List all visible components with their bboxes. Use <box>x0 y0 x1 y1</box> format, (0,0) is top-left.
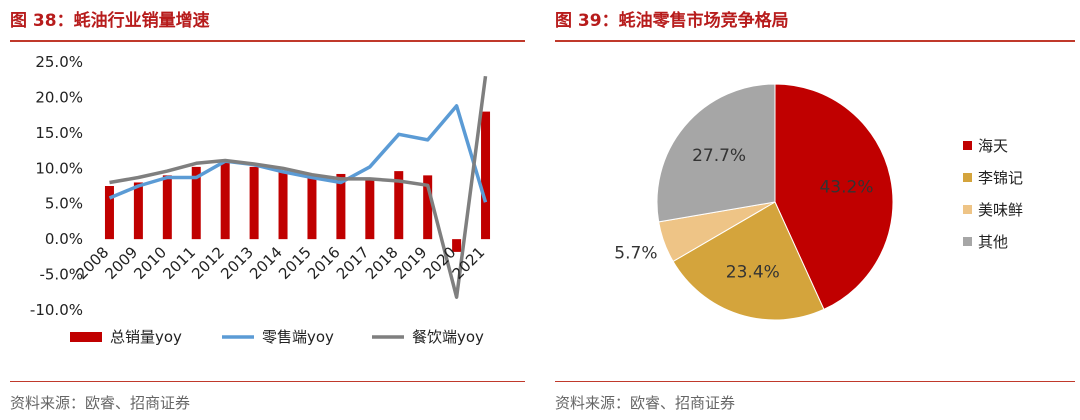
pie-legend-swatch <box>963 173 972 182</box>
x-tick-label: 2011 <box>159 243 199 283</box>
line-catering-yoy <box>109 75 488 299</box>
y-tick-label: 0.0% <box>45 230 83 248</box>
left-footer-rule <box>10 381 525 382</box>
bar-total-sales <box>249 166 259 240</box>
right-footer-rule <box>555 381 1075 382</box>
bar-total-sales <box>481 111 491 240</box>
legend-swatch-total-sales <box>70 332 102 342</box>
pie-value-label: 5.7% <box>614 244 657 264</box>
x-tick-label: 2008 <box>73 243 113 283</box>
line-retail-yoy <box>108 104 488 203</box>
bar-total-sales <box>191 166 201 240</box>
x-tick-label: 2018 <box>362 243 402 283</box>
bar-total-sales <box>220 161 230 240</box>
sales-growth-combo-chart: -10.0% -5.0% 0.0% 5.0% 10.0% 15.0% 20.0% 25.0% 2… <box>30 53 491 346</box>
bar-total-sales <box>336 173 346 240</box>
x-tick-label: 2012 <box>188 243 228 283</box>
bar-total-sales <box>162 175 172 240</box>
bar-total-sales <box>278 171 288 240</box>
legend-label: 餐饮端yoy <box>412 328 484 346</box>
left-title-rule <box>10 40 525 42</box>
x-tick-label: 2017 <box>333 243 373 283</box>
pie-value-label: 43.2% <box>819 178 873 198</box>
pie-legend-swatch <box>963 141 972 150</box>
left-figure-panel: 图 38：蚝油行业销量增速 -10.0% -5.0% 0.0% 5.0% 10.0% 15… <box>0 0 530 420</box>
y-tick-label: 25.0% <box>35 53 83 71</box>
x-tick-label: 2010 <box>130 243 170 283</box>
y-tick-label: 10.0% <box>35 159 83 177</box>
x-tick-label: 2019 <box>391 243 431 283</box>
bar-total-sales <box>365 177 375 240</box>
pie-legend-label: 李锦记 <box>978 169 1023 187</box>
x-tick-label: 2015 <box>275 243 315 283</box>
right-figure-panel: 图 39：蚝油零售市场竞争格局 43.2% 23.4% 5.7% 27.7% 海天李锦记… <box>545 0 1080 420</box>
pie-legend-label: 其他 <box>978 233 1008 251</box>
y-tick-label: -10.0% <box>30 301 83 319</box>
x-tick-label: 2014 <box>246 243 286 283</box>
y-tick-label: 20.0% <box>35 88 83 106</box>
left-source-note: 资料来源：欧睿、招商证券 <box>10 394 191 412</box>
pie-legend-swatch <box>963 237 972 246</box>
bar-total-sales <box>452 239 462 252</box>
bar-total-sales <box>133 182 143 240</box>
left-figure-title: 图 38：蚝油行业销量增速 <box>10 11 210 31</box>
bar-total-sales <box>307 175 317 240</box>
pie-legend-swatch <box>963 205 972 214</box>
x-tick-label: 2016 <box>304 243 344 283</box>
right-figure-title: 图 39：蚝油零售市场竞争格局 <box>555 11 789 31</box>
x-tick-label: 2009 <box>101 243 141 283</box>
legend-label: 总销量yoy <box>110 328 182 346</box>
x-tick-label: 2013 <box>217 243 257 283</box>
pie-legend-label: 美味鲜 <box>978 201 1023 219</box>
pie-slice-4 <box>656 83 776 223</box>
combo-chart-legend: 总销量yoy 零售端yoy 餐饮端yoy <box>70 328 484 346</box>
pie-slice-1 <box>774 83 894 311</box>
y-tick-label: 15.0% <box>35 124 83 142</box>
pie-value-label: 27.7% <box>692 146 746 166</box>
bar-total-sales <box>423 175 433 240</box>
y-tick-label: -5.0% <box>39 266 83 284</box>
pie-legend-label: 海天 <box>978 137 1008 155</box>
bar-total-sales <box>394 171 404 240</box>
right-source-note: 资料来源：欧睿、招商证券 <box>555 394 736 412</box>
legend-label: 零售端yoy <box>262 328 334 346</box>
pie-slice-2 <box>672 201 825 321</box>
y-tick-label: 5.0% <box>45 195 83 213</box>
bar-total-sales <box>104 186 114 240</box>
pie-value-label: 23.4% <box>726 263 780 283</box>
right-title-rule <box>555 40 1075 42</box>
